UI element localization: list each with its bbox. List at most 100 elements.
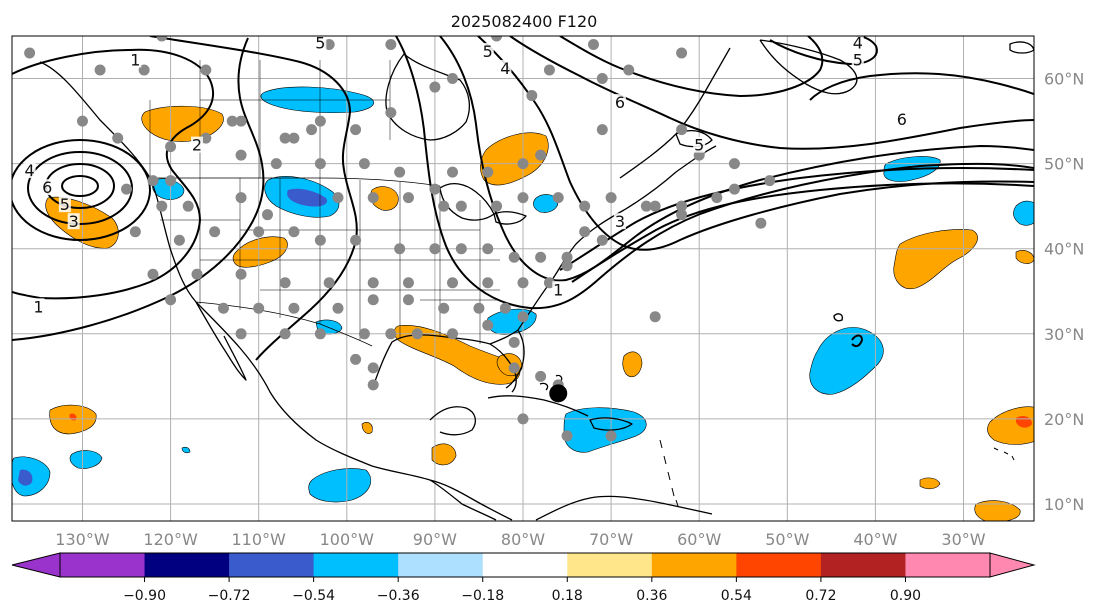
contour-label-bg bbox=[895, 111, 908, 128]
baja-california bbox=[195, 301, 247, 381]
contour-label: 1 bbox=[553, 280, 563, 299]
positive-anomaly-region bbox=[919, 477, 941, 490]
station-marker bbox=[332, 302, 344, 314]
map-title: 2025082400 F120 bbox=[451, 12, 598, 31]
station-marker bbox=[385, 39, 397, 51]
station-marker bbox=[288, 132, 300, 144]
station-marker bbox=[764, 175, 776, 187]
contour-label: 4 bbox=[25, 161, 35, 180]
station-marker bbox=[112, 132, 124, 144]
station-marker bbox=[121, 183, 133, 195]
contour-label-bg bbox=[23, 162, 36, 179]
latitude-label: 40°N bbox=[1044, 240, 1084, 259]
contour-label: 6 bbox=[897, 110, 907, 129]
station-marker bbox=[649, 200, 661, 212]
longitude-labels: 130°W 120°W 110°W 100°W 90°W 80°W 70°W 60°W 50°W… bbox=[55, 530, 985, 549]
station-marker bbox=[508, 251, 520, 263]
bermuda-contour bbox=[833, 313, 844, 322]
low-contour bbox=[61, 175, 99, 197]
canada-east bbox=[619, 47, 731, 179]
station-marker bbox=[314, 158, 326, 170]
contours bbox=[12, 36, 1034, 361]
station-marker bbox=[367, 362, 379, 374]
colorbar-segment bbox=[736, 553, 822, 577]
station-marker bbox=[605, 192, 617, 204]
colorbar: −0.90 −0.72 −0.54 −0.36 −0.18 0.18 0.36 0.54 0.7… bbox=[11, 552, 1036, 604]
longitude-label: 130°W bbox=[55, 530, 110, 549]
station-marker bbox=[129, 226, 141, 238]
contour-line bbox=[149, 36, 358, 361]
latitude-label: 10°N bbox=[1044, 495, 1084, 514]
station-marker bbox=[587, 39, 599, 51]
colorbar-segment bbox=[313, 553, 399, 577]
contour-label: 3 bbox=[615, 212, 625, 231]
contour-label-bg bbox=[67, 213, 80, 230]
station-marker bbox=[596, 234, 608, 246]
contour-label-bg bbox=[851, 51, 864, 68]
map-frame bbox=[11, 35, 1035, 522]
station-marker bbox=[508, 362, 520, 374]
station-marker bbox=[200, 64, 212, 76]
contour-line bbox=[509, 36, 1034, 150]
station-marker bbox=[367, 379, 379, 391]
contour-label: 2 bbox=[192, 136, 202, 155]
longitude-label: 40°W bbox=[853, 530, 897, 549]
colorbar-tick-label: −0.72 bbox=[208, 588, 251, 604]
station-marker bbox=[640, 200, 652, 212]
station-marker bbox=[447, 328, 459, 340]
station-marker bbox=[473, 302, 485, 314]
station-marker bbox=[676, 200, 688, 212]
colorbar-tick-label: −0.18 bbox=[461, 588, 504, 604]
us-mexico-border bbox=[195, 301, 373, 347]
station-marker bbox=[605, 430, 617, 442]
contour-line bbox=[12, 48, 215, 300]
station-marker bbox=[288, 226, 300, 238]
colorbar-tick-label: 0.36 bbox=[636, 588, 667, 604]
contour-label: 5 bbox=[483, 42, 493, 61]
positive-anomaly-region bbox=[361, 422, 373, 434]
us-canada-border bbox=[150, 177, 441, 187]
station-marker bbox=[24, 47, 36, 59]
contour-label-bg bbox=[32, 298, 45, 315]
station-marker bbox=[235, 268, 247, 280]
station-marker bbox=[270, 158, 282, 170]
station-marker bbox=[482, 166, 494, 178]
colorbar-frame bbox=[59, 552, 991, 578]
longitude-label: 50°W bbox=[765, 530, 809, 549]
contour-label-bg bbox=[851, 36, 864, 51]
station-marker bbox=[517, 311, 529, 323]
latitude-label: 60°N bbox=[1044, 70, 1084, 89]
colorbar-tick-label: 0.72 bbox=[805, 588, 836, 604]
contour-label: 5 bbox=[694, 136, 704, 155]
positive-anomaly-region bbox=[893, 229, 978, 290]
negative-anomaly-region bbox=[308, 468, 372, 503]
station-marker bbox=[323, 277, 335, 289]
station-marker bbox=[402, 277, 414, 289]
station-marker bbox=[173, 234, 185, 246]
station-marker bbox=[279, 328, 291, 340]
colorbar-segment bbox=[144, 553, 230, 577]
station-marker bbox=[711, 192, 723, 204]
contour-label-bg bbox=[58, 196, 71, 213]
low-contour bbox=[27, 151, 133, 225]
latitude-label: 50°N bbox=[1044, 155, 1084, 174]
contour-label: 3 bbox=[69, 212, 79, 231]
colorbar-tick-label: 0.90 bbox=[890, 588, 921, 604]
colorbar-segment bbox=[651, 553, 737, 577]
newfoundland bbox=[675, 129, 713, 148]
florida bbox=[489, 329, 525, 389]
colorbar-segment bbox=[567, 553, 653, 577]
south-america-north bbox=[535, 495, 713, 521]
station-marker bbox=[253, 226, 265, 238]
station-marker bbox=[332, 192, 344, 204]
storm-center-marker bbox=[549, 384, 568, 403]
positive-anomaly-region bbox=[622, 351, 643, 377]
negative-anomaly-region bbox=[809, 327, 884, 395]
contour-label: 6 bbox=[615, 93, 625, 112]
station-marker bbox=[350, 353, 362, 365]
colorbar-segment bbox=[229, 553, 315, 577]
station-marker bbox=[279, 132, 291, 144]
station-marker bbox=[94, 64, 106, 76]
